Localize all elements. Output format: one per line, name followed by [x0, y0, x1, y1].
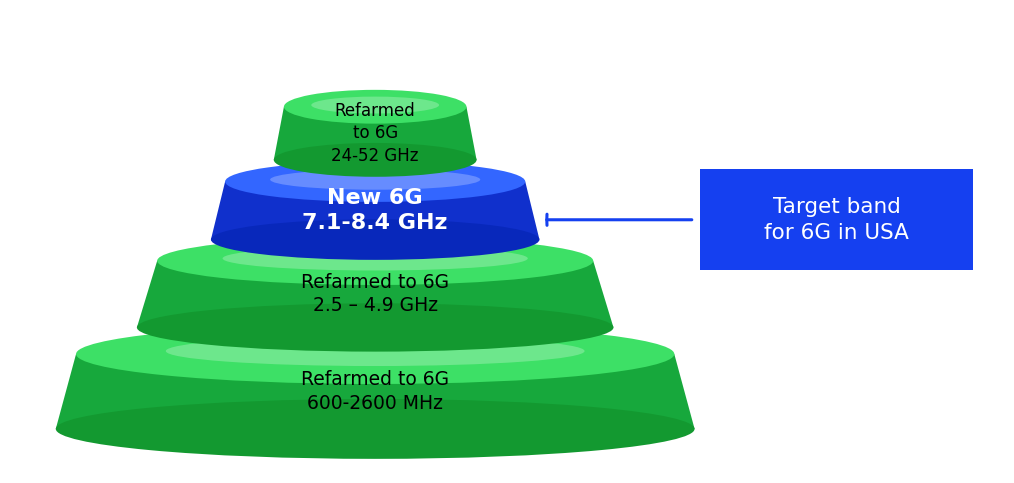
Ellipse shape — [166, 336, 584, 366]
Text: Refarmed to 6G
600-2600 MHz: Refarmed to 6G 600-2600 MHz — [301, 370, 449, 412]
Ellipse shape — [311, 97, 439, 114]
Ellipse shape — [56, 399, 695, 459]
Ellipse shape — [284, 90, 466, 124]
Polygon shape — [137, 261, 613, 327]
Polygon shape — [56, 354, 695, 429]
Text: New 6G
7.1-8.4 GHz: New 6G 7.1-8.4 GHz — [302, 188, 448, 233]
Text: Refarmed
to 6G
24-52 GHz: Refarmed to 6G 24-52 GHz — [332, 102, 419, 165]
FancyBboxPatch shape — [700, 169, 973, 270]
Polygon shape — [211, 182, 539, 240]
Ellipse shape — [274, 143, 477, 177]
Ellipse shape — [270, 170, 481, 190]
Text: Target band
for 6G in USA: Target band for 6G in USA — [765, 197, 909, 243]
Ellipse shape — [223, 246, 528, 270]
Ellipse shape — [76, 324, 674, 384]
Ellipse shape — [137, 303, 613, 352]
Polygon shape — [274, 107, 477, 160]
Ellipse shape — [211, 219, 539, 260]
Text: Refarmed to 6G
2.5 – 4.9 GHz: Refarmed to 6G 2.5 – 4.9 GHz — [301, 273, 449, 315]
Ellipse shape — [225, 161, 525, 202]
Ellipse shape — [157, 237, 593, 285]
